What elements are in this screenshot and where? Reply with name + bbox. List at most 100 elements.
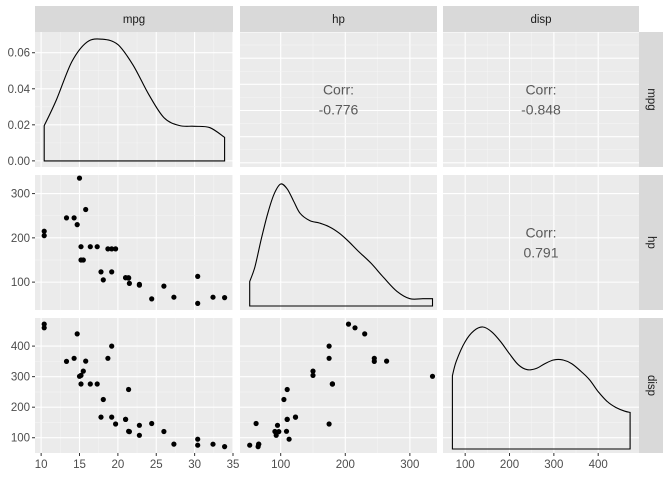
strip-label-hp: hp: [332, 14, 345, 26]
panel-disp-mpg: [35, 318, 233, 453]
strip-label-mpg: mpg: [645, 88, 657, 110]
point-disp-vs-mpg: [41, 325, 47, 331]
point-disp-vs-mpg: [113, 421, 119, 427]
x-tick-label-mpg: 35: [227, 459, 240, 471]
x-tick-label-hp: 300: [400, 459, 419, 471]
x-tick-label-mpg: 25: [150, 459, 163, 471]
y-tick-label-disp: 400: [11, 341, 30, 353]
point-hp-vs-mpg: [126, 275, 132, 281]
point-disp-vs-mpg: [100, 396, 106, 403]
point-disp-vs-mpg: [80, 368, 86, 374]
corr-value-mpg-hp: -0.776: [319, 102, 359, 118]
point-hp-vs-mpg: [109, 246, 115, 252]
point-hp-vs-mpg: [109, 269, 115, 275]
point-disp-vs-mpg: [195, 436, 201, 442]
point-disp-vs-hp: [281, 396, 287, 403]
density-curve-disp: [451, 326, 631, 450]
point-disp-vs-hp: [329, 381, 335, 387]
strip-right-hp: [639, 175, 663, 310]
point-disp-vs-mpg: [123, 416, 129, 422]
point-hp-vs-mpg: [83, 206, 89, 213]
corr-label-mpg-disp: Corr:: [525, 82, 556, 98]
point-disp-vs-mpg: [94, 381, 100, 387]
point-disp-vs-mpg: [126, 386, 132, 393]
strip-top-hp: [240, 6, 437, 32]
y-tick-label-hp: 200: [11, 233, 30, 245]
point-hp-vs-mpg: [76, 175, 83, 181]
point-disp-vs-mpg: [87, 381, 93, 387]
point-disp-vs-mpg: [149, 420, 155, 427]
panel-hp-disp: [443, 175, 639, 310]
point-disp-vs-mpg: [83, 358, 89, 364]
point-hp-vs-mpg: [149, 296, 155, 302]
point-hp-vs-mpg: [195, 273, 201, 279]
point-disp-vs-hp: [256, 441, 262, 447]
point-disp-vs-hp: [362, 331, 368, 337]
density-curve-hp: [249, 183, 434, 307]
point-hp-vs-mpg: [136, 281, 142, 287]
x-tick-label-disp: 300: [544, 459, 563, 471]
point-disp-vs-hp: [272, 428, 278, 435]
x-tick-label-mpg: 15: [73, 459, 86, 471]
y-tick-label-density: 0.04: [8, 84, 31, 96]
x-tick-label-mpg: 10: [35, 459, 48, 471]
strip-label-disp: disp: [530, 14, 551, 26]
point-disp-vs-hp: [345, 321, 352, 327]
point-disp-vs-mpg: [222, 444, 228, 450]
y-tick-label-hp: 300: [11, 189, 30, 201]
point-hp-vs-mpg: [41, 228, 47, 234]
point-disp-vs-hp: [326, 421, 332, 427]
point-disp-vs-mpg: [136, 422, 142, 428]
point-hp-vs-mpg: [41, 233, 47, 239]
point-disp-vs-mpg: [76, 373, 83, 379]
y-tick-label-disp: 100: [11, 433, 30, 445]
point-disp-vs-mpg: [41, 321, 47, 327]
point-disp-vs-hp: [352, 325, 358, 331]
point-disp-vs-mpg: [126, 428, 132, 434]
point-disp-vs-hp: [326, 343, 332, 349]
point-hp-vs-mpg: [105, 246, 111, 252]
point-hp-vs-mpg: [210, 294, 216, 300]
panel-mpg-mpg: [35, 32, 233, 167]
point-disp-vs-mpg: [63, 358, 70, 364]
corr-label-hp-disp: Corr:: [525, 225, 556, 241]
strip-label-disp: disp: [645, 375, 657, 396]
corr-value-mpg-disp: -0.848: [521, 102, 561, 118]
point-hp-vs-mpg: [222, 295, 228, 301]
point-disp-vs-mpg: [74, 331, 80, 337]
y-tick-label-density: 0.02: [8, 120, 30, 132]
point-disp-vs-hp: [276, 429, 282, 435]
point-disp-vs-hp: [284, 386, 290, 393]
y-tick-label-density: 0.00: [8, 156, 30, 168]
point-hp-vs-mpg: [100, 277, 106, 283]
point-hp-vs-mpg: [113, 246, 119, 252]
strip-top-disp: [443, 6, 639, 32]
density-curve-mpg: [43, 38, 226, 162]
x-tick-label-disp: 200: [500, 459, 519, 471]
point-disp-vs-mpg: [78, 381, 84, 387]
point-disp-vs-hp: [274, 422, 281, 428]
panel-disp-disp: [443, 318, 639, 453]
strip-label-mpg: mpg: [123, 14, 145, 26]
strip-right-mpg: [639, 32, 663, 167]
point-disp-vs-mpg: [136, 432, 142, 438]
point-disp-vs-hp: [429, 373, 436, 379]
corr-value-hp-disp: 0.791: [523, 245, 558, 261]
point-hp-vs-mpg: [63, 215, 70, 221]
point-disp-vs-mpg: [71, 355, 77, 361]
point-disp-vs-mpg: [109, 414, 115, 420]
strip-top-mpg: [35, 6, 233, 32]
point-disp-vs-mpg: [105, 355, 111, 361]
point-disp-vs-hp: [284, 416, 290, 422]
point-hp-vs-mpg: [71, 215, 77, 221]
point-hp-vs-mpg: [74, 222, 80, 228]
y-tick-label-disp: 200: [11, 402, 30, 414]
panel-mpg-disp: [443, 32, 639, 167]
point-disp-vs-mpg: [210, 441, 216, 447]
x-tick-label-hp: 100: [271, 459, 290, 471]
point-disp-vs-hp: [286, 436, 292, 442]
strip-right-disp: [639, 318, 663, 453]
x-tick-label-mpg: 30: [188, 459, 201, 471]
x-tick-label-mpg: 20: [111, 459, 124, 471]
